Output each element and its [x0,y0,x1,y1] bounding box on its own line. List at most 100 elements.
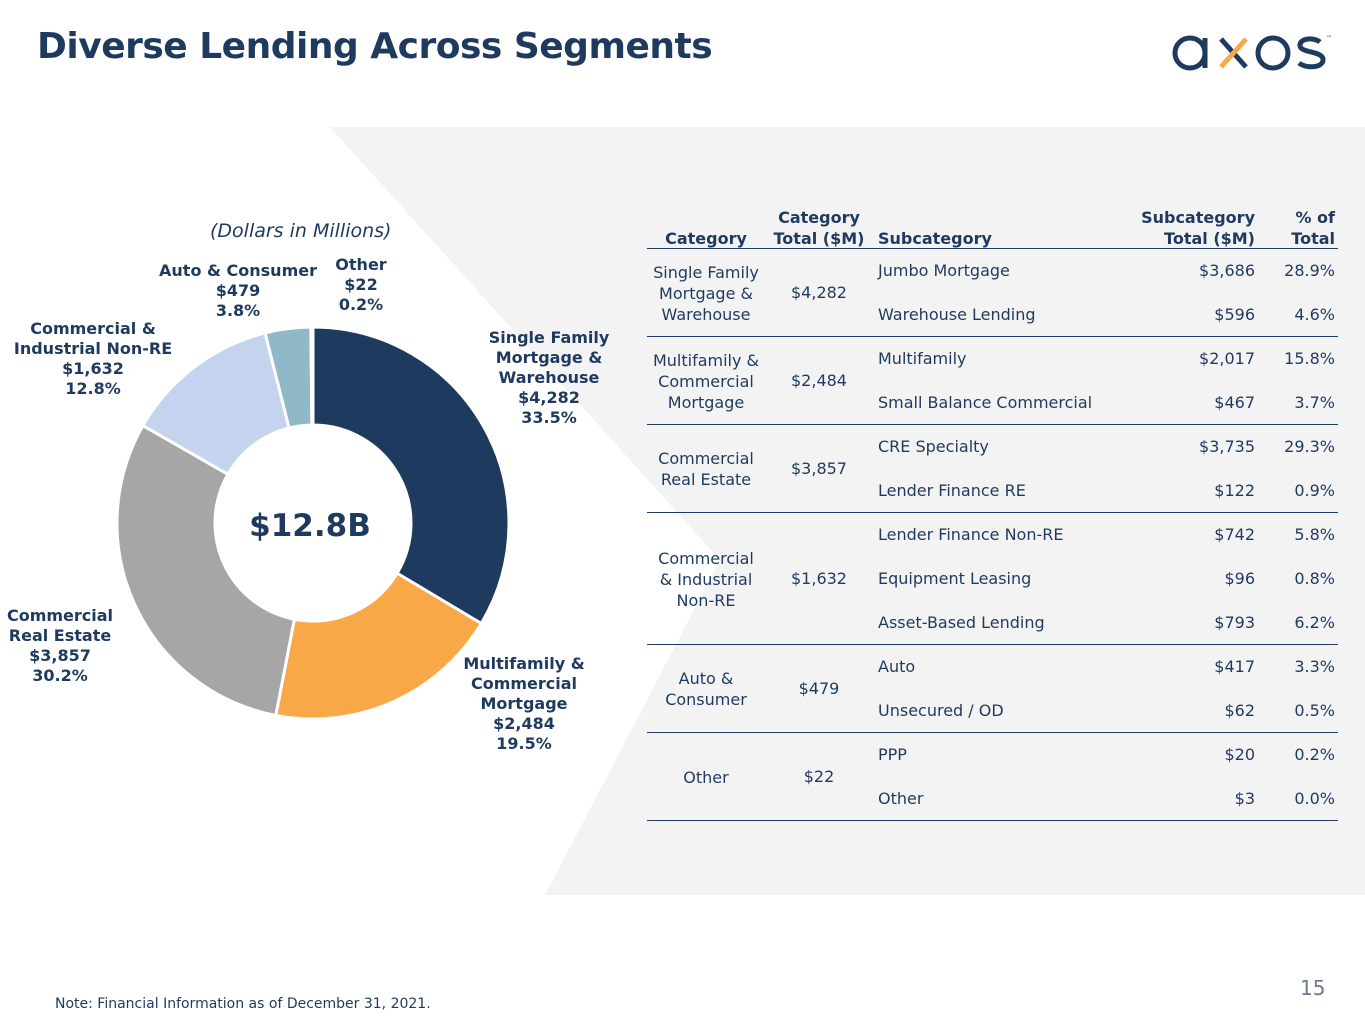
row-pct-total: 0.2% [1294,745,1335,764]
row-category: Single Family [653,262,759,282]
slice-label-line: 19.5% [496,734,552,753]
slice-label-line: $479 [215,281,261,300]
row-category-total: $4,282 [791,283,847,302]
row-subcategory: CRE Specialty [878,437,989,456]
table-group-rule [647,732,1338,733]
row-subcategory-total: $122 [1214,481,1255,500]
row-pct-total: 0.8% [1294,569,1335,588]
row-pct-total: 0.0% [1294,789,1335,808]
donut-slice-single-family [311,325,511,626]
row-category: Commercial [658,548,754,568]
row-category-total: $2,484 [791,371,847,390]
row-subcategory-total: $2,017 [1199,349,1255,368]
row-pct-total: 0.5% [1294,701,1335,720]
slice-label-line: Industrial Non-RE [13,339,173,358]
table-group-rule [647,820,1338,821]
row-category: Warehouse [661,304,751,324]
header-category-total: Total ($M) [773,229,865,248]
slice-label-line: Mortgage [480,694,568,713]
donut-center-total: $12.8B [249,508,371,544]
row-pct-total: 3.3% [1294,657,1335,676]
row-category: Real Estate [660,470,752,489]
row-pct-total: 5.8% [1294,525,1335,544]
header-category-total: Category [778,208,860,227]
row-subcategory: Auto [878,657,916,676]
row-category-total: $22 [803,767,835,786]
slice-label-line: $1,632 [62,359,124,378]
row-category-total: $3,857 [791,459,847,478]
row-category: & Industrial [659,569,753,589]
header-subcategory-total: Total ($M) [1164,229,1255,248]
row-subcategory: Asset-Based Lending [878,613,1045,632]
row-category: Mortgage & [659,283,753,303]
row-pct-total: 6.2% [1294,613,1335,632]
slice-label-line: 0.2% [338,295,384,314]
row-pct-total: 15.8% [1284,349,1335,368]
slice-label-multifamily: Multifamily & Commercial Mortgage $2,484 19.… [455,654,593,754]
row-category: Commercial [658,371,754,391]
row-subcategory-total: $742 [1214,525,1255,544]
table-group-rule [647,512,1338,513]
slice-label-line: Single Family [488,328,610,347]
row-subcategory: Equipment Leasing [878,569,1032,588]
row-subcategory-total: $3,735 [1199,437,1255,456]
header-subcategory-total: Subcategory [1141,208,1255,227]
row-subcategory: Other [878,789,924,808]
slice-label-line: Multifamily & [463,654,585,673]
donut-chart [115,325,511,721]
row-category: Consumer [665,690,747,709]
row-subcategory-total: $62 [1224,701,1255,720]
slice-label-line: 30.2% [32,666,88,685]
row-category: Other [683,767,729,787]
slice-label-line: 33.5% [521,408,577,427]
row-subcategory: Multifamily [878,349,967,368]
slice-label-commercial-real-estate: Commercial Real Estate $3,857 30.2% [0,606,120,686]
row-subcategory: PPP [878,745,907,764]
row-pct-total: 4.6% [1294,305,1335,324]
svg-text:™: ™ [1326,35,1332,42]
row-subcategory: Warehouse Lending [878,305,1036,324]
row-pct-total: 29.3% [1284,437,1335,456]
slice-label-line: 3.8% [215,301,261,320]
row-pct-total: 3.7% [1294,393,1335,412]
donut-slice-commercial-real-estate [115,423,297,718]
row-subcategory-total: $96 [1224,569,1255,588]
table-group-rule [647,424,1338,425]
row-subcategory-total: $3,686 [1199,261,1255,280]
row-category: Mortgage [667,392,745,412]
row-subcategory-total: $467 [1214,393,1255,412]
header-pct-total: % of [1295,208,1335,227]
slice-label-line: Commercial [470,674,578,693]
row-subcategory: Lender Finance RE [878,481,1026,500]
header-category: Category [665,229,747,248]
table-header-rule [647,248,1338,249]
slice-label-line: Commercial [6,606,114,625]
slice-label-line: $3,857 [29,646,91,665]
row-category: Commercial [658,449,754,468]
row-subcategory-total: $596 [1214,305,1255,324]
row-category-total: $479 [798,679,840,698]
axos-logo: ™ [1172,35,1332,71]
row-subcategory: Unsecured / OD [878,701,1004,720]
row-category-total: $1,632 [791,569,847,588]
slice-label-line: $22 [344,275,378,294]
row-subcategory-total: $20 [1224,745,1255,764]
row-subcategory-total: $417 [1214,657,1255,676]
slice-label-line: $2,484 [493,714,555,733]
row-category: Non-RE [676,590,736,610]
slice-label-commercial-industrial: Commercial & Industrial Non-RE $1,632 12.8% [4,319,182,399]
slice-label-line: Other [335,255,387,274]
header-pct-total: Total [1291,229,1335,248]
slice-label-line: $4,282 [518,388,580,407]
slice-label-line: Mortgage & [495,348,603,367]
slice-label-line: Commercial & [30,319,156,338]
donut-slice-multifamily [274,571,484,721]
slice-label-auto-consumer: Auto & Consumer $479 3.8% [155,261,321,321]
slice-label-line: 12.8% [65,379,121,398]
row-pct-total: 0.9% [1294,481,1335,500]
row-category: Auto & [678,669,734,688]
slice-label-other: Other $22 0.2% [330,255,392,315]
header-subcategory: Subcategory [878,229,992,248]
row-subcategory-total: $3 [1234,789,1255,808]
row-pct-total: 28.9% [1284,261,1335,280]
